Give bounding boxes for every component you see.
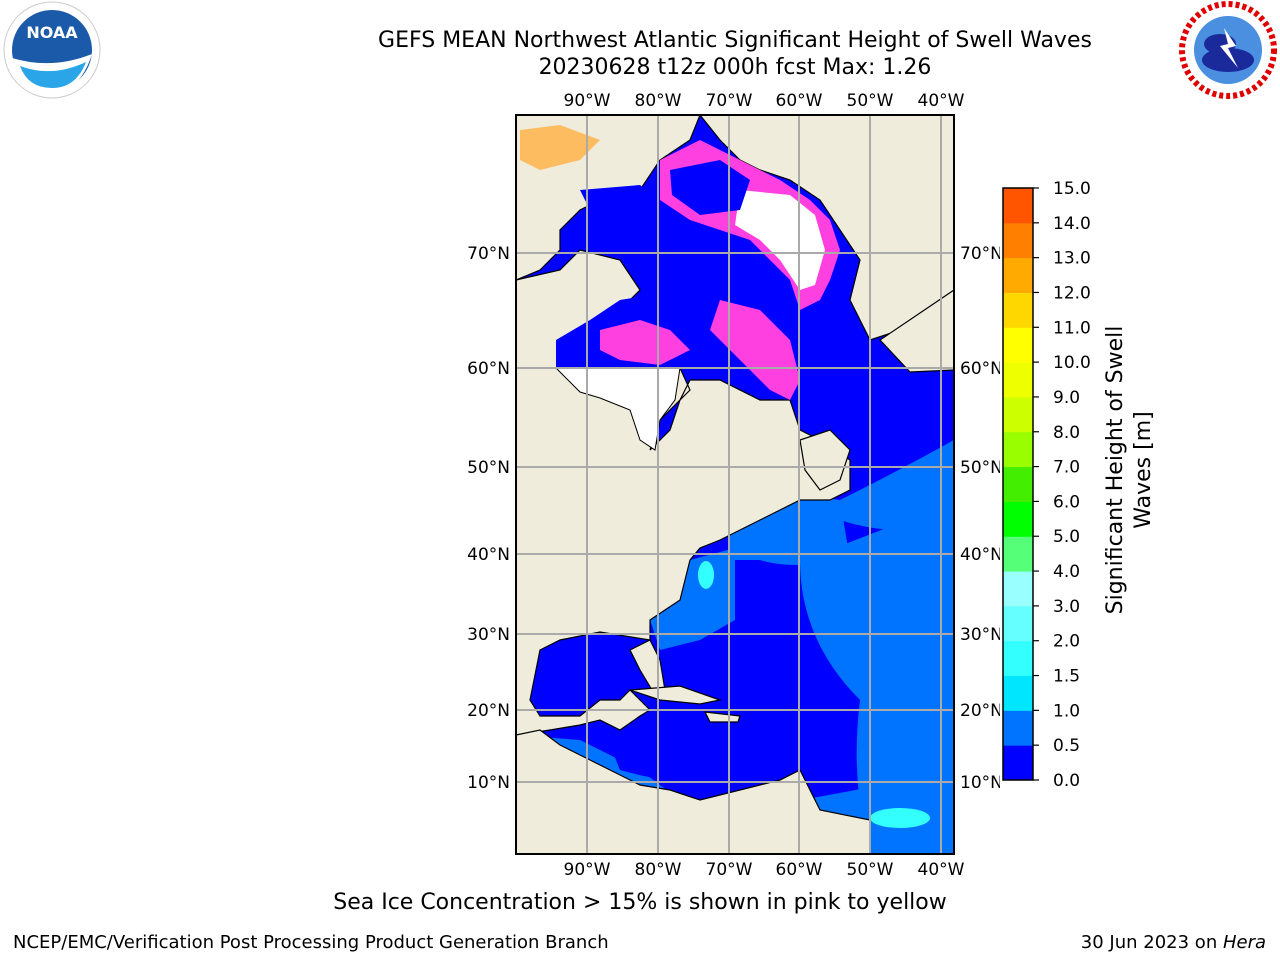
colorbar-tick-label: 9.0 xyxy=(1053,388,1080,408)
colorbar-segment xyxy=(1003,222,1033,259)
colorbar-segment xyxy=(1003,675,1033,711)
sea-ice-strait xyxy=(580,185,660,215)
lat-label: 50°N xyxy=(960,458,1000,478)
colorbar-segment xyxy=(1003,640,1033,677)
colorbar-segment xyxy=(1003,327,1033,363)
lat-label: 50°N xyxy=(467,458,510,478)
colorbar-segment xyxy=(1003,710,1033,746)
noaa-logo: NOAA xyxy=(0,0,104,108)
colorbar-segment xyxy=(1003,501,1033,537)
nws-logo xyxy=(1176,0,1280,108)
lon-labels-bottom: 90°W 80°W 70°W 60°W 50°W 40°W xyxy=(564,860,965,880)
sea-ice-labrador xyxy=(710,300,800,400)
colorbar-ticks: 0.0 0.5 1.0 1.5 2.0 3.0 4.0 5.0 6.0 7.0 8.0 9.0 10.0… xyxy=(1033,179,1091,791)
colorbar-tick-label: 5.0 xyxy=(1053,527,1080,547)
lon-label: 80°W xyxy=(635,860,682,880)
map-title: GEFS MEAN Northwest Atlantic Significant… xyxy=(378,28,1092,53)
colorbar-tick-label: 0.5 xyxy=(1053,736,1080,756)
colorbar-segment xyxy=(1003,745,1033,781)
colorbar-title: Significant Height of Swell Waves [m] xyxy=(1100,300,1164,640)
land-greenland-edge xyxy=(879,289,954,373)
lat-label: 40°N xyxy=(960,545,1000,565)
swell-zone-east xyxy=(800,500,954,854)
lat-label: 10°N xyxy=(960,773,1000,793)
colorbar-tick-label: 12.0 xyxy=(1053,283,1091,303)
lon-label: 50°W xyxy=(847,860,894,880)
colorbar-segment xyxy=(1003,466,1033,502)
lon-labels-top: 90°W 80°W 70°W 60°W 50°W 40°W xyxy=(564,91,965,111)
colorbar-segment xyxy=(1003,396,1033,433)
sea-ice-baffin-core xyxy=(735,190,825,290)
colorbar-tick-label: 2.0 xyxy=(1053,632,1080,652)
lon-label: 90°W xyxy=(564,860,611,880)
map-subtitle: 20230628 t12z 000h fcst Max: 1.26 xyxy=(538,55,932,80)
lat-label: 70°N xyxy=(960,244,1000,264)
lat-labels-right: 70°N 60°N 50°N 40°N 30°N 20°N 10°N xyxy=(960,244,1000,793)
swell-patch-atlantic xyxy=(870,808,930,828)
lon-label: 60°W xyxy=(776,91,823,111)
swell-zone-north xyxy=(840,440,954,530)
colorbar-segment xyxy=(1003,536,1033,572)
footer-date: 30 Jun 2023 on Hera xyxy=(1081,932,1266,953)
lat-label: 40°N xyxy=(467,545,510,565)
lon-label: 60°W xyxy=(776,860,823,880)
colorbar-segment xyxy=(1003,605,1033,642)
colorbar-title-line2: Waves [m] xyxy=(1131,411,1156,528)
colorbar-tick-label: 1.5 xyxy=(1053,667,1080,687)
colorbar-tick-label: 11.0 xyxy=(1053,318,1091,338)
footer-branch: NCEP/EMC/Verification Post Processing Pr… xyxy=(13,932,609,953)
lat-label: 30°N xyxy=(960,625,1000,645)
swell-zone-caribbean xyxy=(600,712,760,784)
colorbar-segment xyxy=(1003,431,1033,468)
lat-label: 20°N xyxy=(467,701,510,721)
colorbar-segment xyxy=(1003,188,1033,224)
swell-patch-east-coast xyxy=(698,561,714,589)
lat-label: 10°N xyxy=(467,773,510,793)
colorbar-tick-label: 1.0 xyxy=(1053,701,1080,721)
footer-date-prefix: 30 Jun 2023 on xyxy=(1080,932,1223,953)
colorbar-segment xyxy=(1003,362,1033,398)
colorbar-segments xyxy=(1003,188,1033,781)
graticule xyxy=(516,115,954,854)
colorbar-title-line1: Significant Height of Swell xyxy=(1103,326,1128,615)
lon-label: 50°W xyxy=(847,91,894,111)
footer-host: Hera xyxy=(1222,932,1266,953)
colorbar-tick-label: 15.0 xyxy=(1053,179,1091,199)
sea-ice-note: Sea Ice Concentration > 15% is shown in … xyxy=(333,890,947,915)
sea-ice-hudson xyxy=(600,320,690,365)
colorbar-tick-label: 7.0 xyxy=(1053,458,1080,478)
colorbar-segment xyxy=(1003,257,1033,293)
colorbar-tick-label: 6.0 xyxy=(1053,492,1080,512)
colorbar-tick-label: 13.0 xyxy=(1053,249,1091,269)
colorbar-tick-label: 8.0 xyxy=(1053,423,1080,443)
lat-label: 60°N xyxy=(467,359,510,379)
colorbar-frame xyxy=(1002,187,1034,781)
colorbar-tick-label: 14.0 xyxy=(1053,214,1091,234)
land-newfoundland xyxy=(799,429,851,491)
colorbar-tick-label: 0.0 xyxy=(1053,771,1080,791)
lon-label: 90°W xyxy=(564,91,611,111)
lat-label: 30°N xyxy=(467,625,510,645)
lat-label: 60°N xyxy=(960,359,1000,379)
colorbar-tick-label: 10.0 xyxy=(1053,353,1091,373)
colorbar-tick-label: 4.0 xyxy=(1053,562,1080,582)
land-cuba xyxy=(629,685,723,705)
colorbar-segment xyxy=(1003,571,1033,607)
lat-labels-left: 70°N 60°N 50°N 40°N 30°N 20°N 10°N xyxy=(467,244,510,793)
colorbar-segment xyxy=(1003,292,1033,328)
lon-label: 70°W xyxy=(706,860,753,880)
noaa-text: NOAA xyxy=(26,23,78,42)
map-frame xyxy=(515,114,955,855)
lat-label: 20°N xyxy=(960,701,1000,721)
swell-map: 90°W 80°W 70°W 60°W 50°W 40°W 90°W 80°W … xyxy=(467,91,1000,880)
lon-label: 70°W xyxy=(706,91,753,111)
colorbar: 0.0 0.5 1.0 1.5 2.0 3.0 4.0 5.0 6.0 7.0 8.0 9.0 10.0… xyxy=(1002,179,1091,791)
lon-label: 80°W xyxy=(635,91,682,111)
lon-label: 40°W xyxy=(918,91,965,111)
sea-ice-north xyxy=(520,125,600,170)
lat-label: 70°N xyxy=(467,244,510,264)
colorbar-tick-label: 3.0 xyxy=(1053,597,1080,617)
lon-label: 40°W xyxy=(918,860,965,880)
